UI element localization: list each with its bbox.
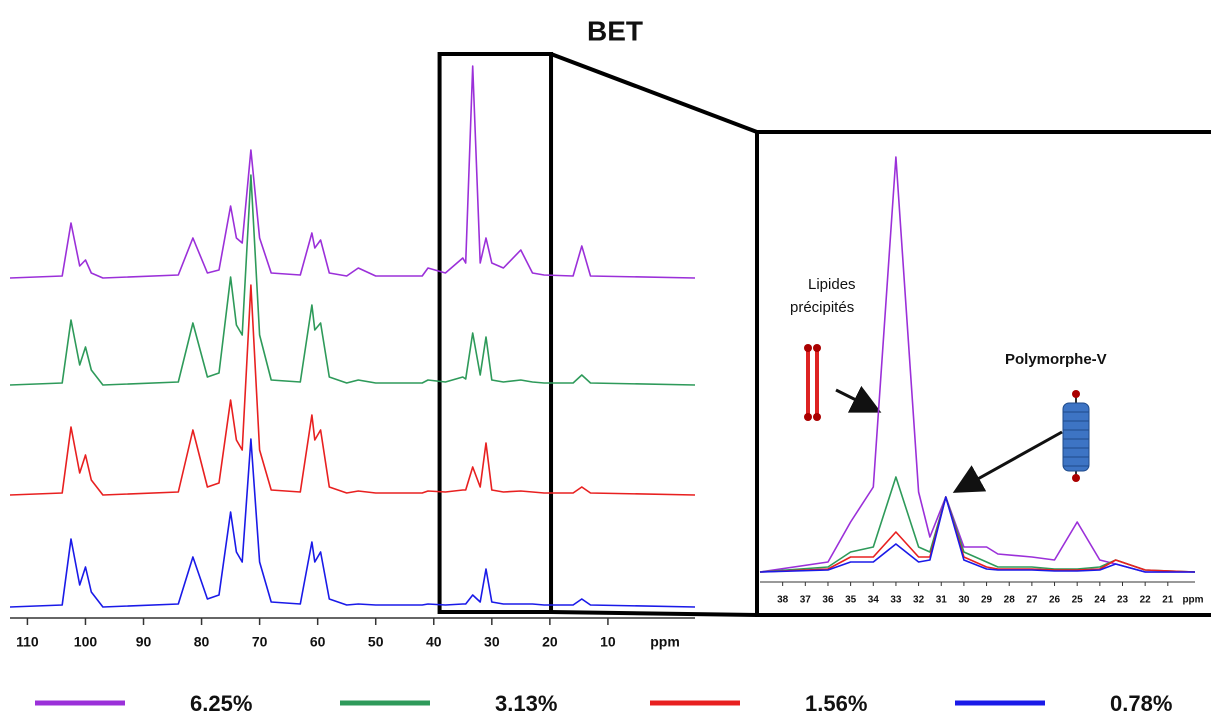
- x-tick-label: 33: [890, 595, 902, 606]
- x-tick-label: 110: [16, 634, 39, 650]
- x-tick-label: 20: [542, 634, 558, 650]
- x-tick-label: 30: [484, 634, 500, 650]
- annotation: Polymorphe-V: [1005, 351, 1107, 368]
- annotation: Lipides: [808, 276, 856, 293]
- inset-frame: [755, 130, 1211, 617]
- x-tick-label: 37: [800, 595, 812, 606]
- x-tick-label: 26: [1049, 595, 1061, 606]
- legend-label: 1.56%: [805, 691, 867, 716]
- x-tick-label: 10: [600, 634, 616, 650]
- legend-label: 0.78%: [1110, 691, 1172, 716]
- helix-icon: [1062, 390, 1090, 482]
- x-tick-label: 70: [252, 634, 268, 650]
- connector: [550, 52, 758, 134]
- x-tick-label: 24: [1094, 595, 1106, 606]
- x-tick-label: 80: [194, 634, 210, 650]
- lipid-icon: [804, 344, 821, 421]
- chart-title: BET: [587, 15, 643, 46]
- x-tick-label: 90: [136, 634, 152, 650]
- spectrum: [759, 496, 1196, 573]
- x-tick-label: 60: [310, 634, 326, 650]
- x-tick-label: 27: [1026, 595, 1038, 606]
- x-tick-label: 29: [981, 595, 993, 606]
- zoom-frame: [437, 52, 554, 614]
- x-axis-label: ppm: [650, 634, 680, 650]
- x-tick-label: 23: [1117, 595, 1129, 606]
- spectrum: [759, 476, 1196, 573]
- x-tick-label: 31: [936, 595, 948, 606]
- x-tick-label: 34: [868, 595, 880, 606]
- spectrum: [9, 284, 696, 496]
- x-tick-label: 40: [426, 634, 442, 650]
- annotation: précipités: [790, 299, 854, 316]
- x-tick-label: 100: [74, 634, 98, 650]
- spectrum: [9, 438, 696, 608]
- arrow: [952, 430, 1063, 493]
- spectrum: [9, 65, 696, 279]
- x-tick-label: 22: [1140, 595, 1152, 606]
- x-tick-label: 30: [958, 595, 970, 606]
- spectrum: [759, 156, 1195, 573]
- connector: [551, 610, 758, 617]
- x-tick-label: 50: [368, 634, 384, 650]
- x-tick-label: 25: [1072, 595, 1084, 606]
- legend-label: 3.13%: [495, 691, 557, 716]
- legend-label: 6.25%: [190, 691, 252, 716]
- arrow: [835, 385, 882, 413]
- x-axis-label: ppm: [1182, 595, 1203, 606]
- spectrum: [759, 496, 1195, 573]
- spectrum: [9, 174, 696, 386]
- x-tick-label: 38: [777, 595, 789, 606]
- x-tick-label: 32: [913, 595, 925, 606]
- x-tick-label: 35: [845, 595, 857, 606]
- x-tick-label: 36: [822, 595, 834, 606]
- x-tick-label: 21: [1162, 595, 1174, 606]
- x-tick-label: 28: [1004, 595, 1016, 606]
